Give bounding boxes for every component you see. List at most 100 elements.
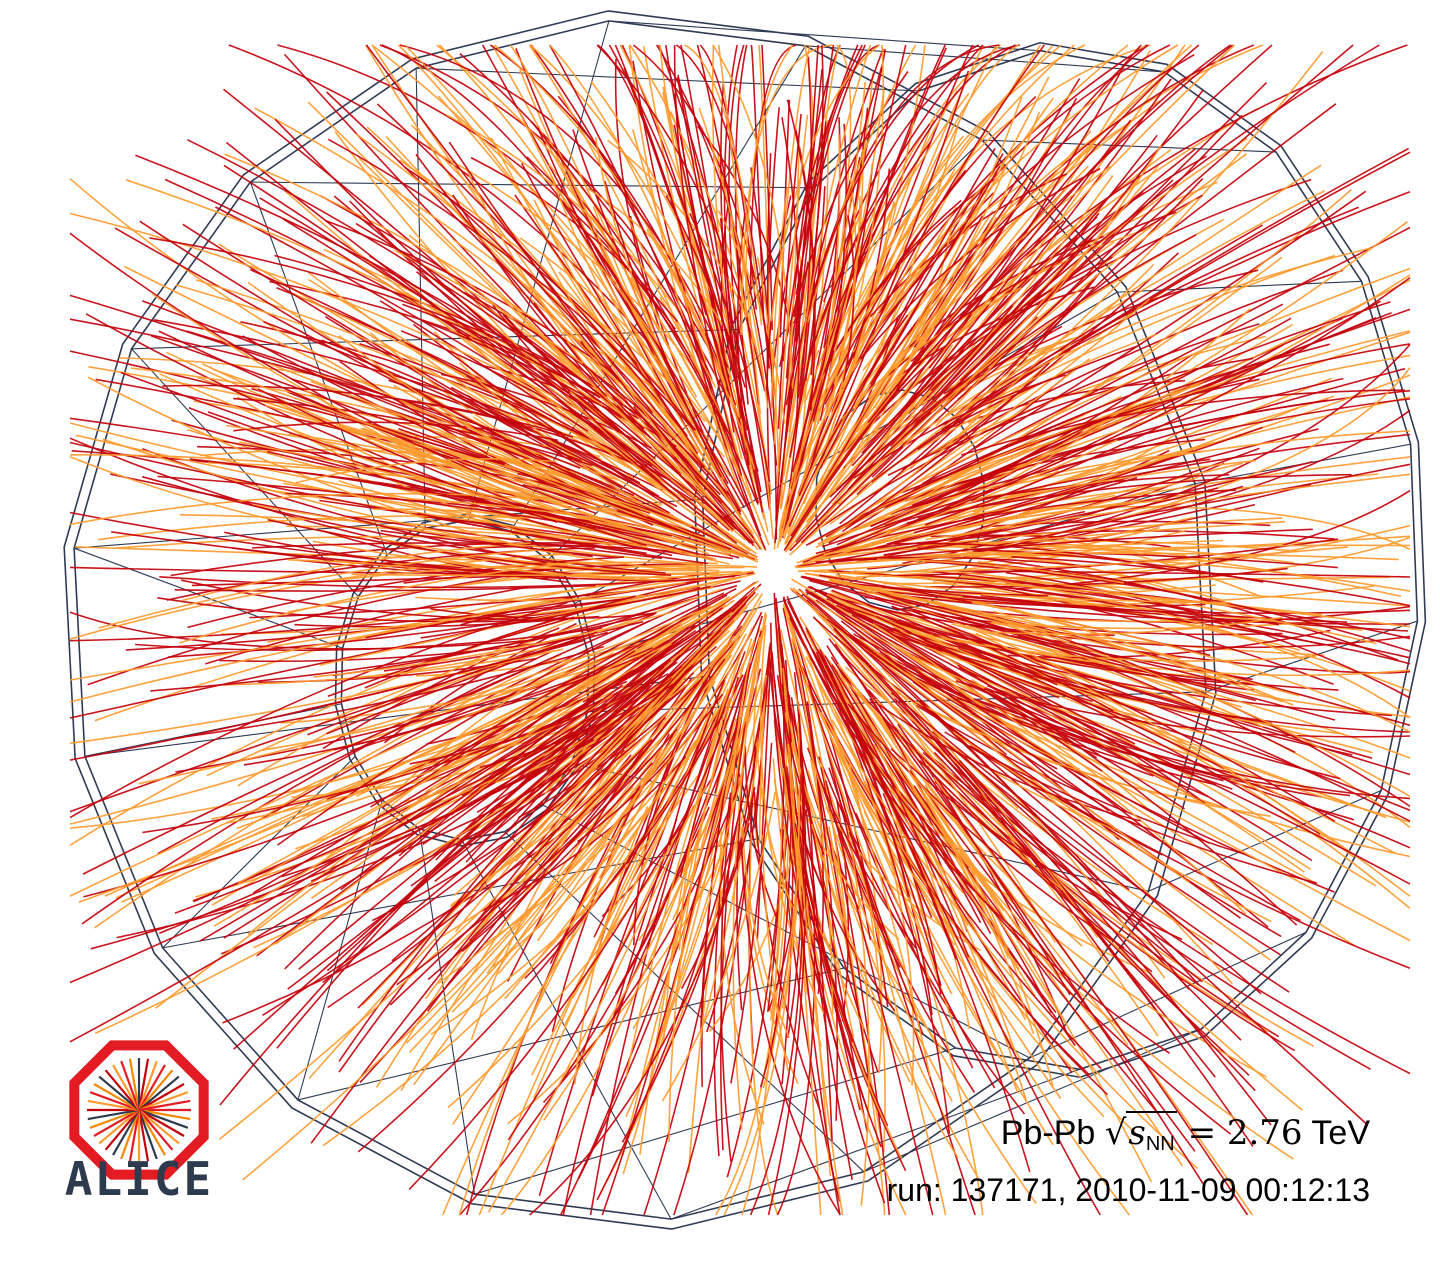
particle-track xyxy=(828,638,1071,996)
logo-ray xyxy=(137,1060,158,1111)
particle-track xyxy=(941,151,1411,431)
particle-track xyxy=(784,605,953,995)
particle-track xyxy=(684,44,763,326)
particle-track xyxy=(175,683,548,773)
particle-track xyxy=(625,697,731,1077)
particle-track xyxy=(69,492,547,526)
particle-track xyxy=(381,594,728,809)
particle-track xyxy=(734,646,771,866)
particle-track xyxy=(776,674,825,856)
particle-track xyxy=(730,742,773,1084)
logo-ray xyxy=(138,1099,191,1112)
particle-track xyxy=(744,44,794,319)
particle-track xyxy=(446,114,684,317)
particle-track xyxy=(953,661,1312,870)
particle-track xyxy=(69,232,544,502)
particle-track xyxy=(814,589,1103,772)
logo-ray xyxy=(138,1091,189,1112)
particle-track xyxy=(780,629,953,1102)
particle-track xyxy=(798,44,1045,497)
particle-track xyxy=(712,44,794,389)
particle-track xyxy=(900,179,1174,440)
particle-track xyxy=(351,570,742,577)
particle-track xyxy=(1011,556,1411,607)
particle-track xyxy=(239,441,730,557)
particle-track xyxy=(852,585,1101,690)
particle-track xyxy=(307,271,728,548)
particle-track xyxy=(787,380,914,551)
particle-track xyxy=(526,156,691,358)
particle-track xyxy=(723,783,801,1216)
particle-track xyxy=(546,624,696,773)
particle-track xyxy=(665,195,746,388)
particle-track xyxy=(828,528,1313,564)
particle-track xyxy=(823,496,1194,556)
particle-track xyxy=(437,705,712,985)
particle-track xyxy=(379,300,589,432)
particle-track xyxy=(883,615,1255,692)
particle-track xyxy=(897,723,1068,1034)
logo-ray xyxy=(138,1069,174,1111)
particle-track xyxy=(797,661,839,1121)
particle-track xyxy=(831,719,1199,1170)
particle-track xyxy=(371,44,745,482)
particle-track xyxy=(389,754,637,1006)
particle-track xyxy=(668,679,726,846)
particle-track xyxy=(824,655,970,958)
particle-track xyxy=(242,773,649,1181)
logo-ray xyxy=(89,1108,140,1129)
particle-track xyxy=(876,558,1125,584)
collision-energy-caption: Pb-Pb √sNN = 2.76 TeV xyxy=(1001,1111,1370,1156)
barrel-edge xyxy=(74,498,703,549)
particle-track xyxy=(69,294,635,497)
particle-track xyxy=(380,529,618,559)
particle-track xyxy=(855,256,1113,441)
particle-tracks xyxy=(69,44,1411,1216)
particle-track xyxy=(719,830,765,1125)
sector-spoke xyxy=(461,839,672,1220)
particle-track xyxy=(877,591,1411,625)
particle-track xyxy=(586,187,724,325)
particle-track xyxy=(69,723,595,1043)
particle-track xyxy=(69,422,547,526)
particle-track xyxy=(851,584,1181,660)
particle-track xyxy=(841,362,1050,533)
particle-track xyxy=(767,701,807,1216)
particle-track xyxy=(589,696,726,1216)
particle-track xyxy=(827,70,970,443)
particle-track xyxy=(277,620,650,846)
particle-track xyxy=(582,363,755,539)
particle-track xyxy=(404,166,697,431)
particle-track xyxy=(879,820,915,1086)
particle-track xyxy=(182,223,600,475)
barrel-edge xyxy=(1117,280,1362,293)
particle-track xyxy=(855,628,1233,985)
particle-track xyxy=(969,745,1318,884)
particle-track xyxy=(790,219,1065,537)
logo-ray xyxy=(120,1060,141,1111)
particle-track xyxy=(689,212,771,483)
particle-track xyxy=(717,44,762,415)
particle-track xyxy=(563,626,754,1027)
particle-track xyxy=(852,135,964,314)
particle-track xyxy=(139,220,641,511)
particle-track xyxy=(896,247,1371,448)
particle-track xyxy=(461,762,654,953)
particle-track xyxy=(452,194,607,398)
particle-track xyxy=(226,424,593,501)
particle-track xyxy=(452,633,747,1125)
particle-track xyxy=(991,430,1411,490)
particle-track xyxy=(162,384,574,438)
particle-track xyxy=(205,586,529,665)
particle-track xyxy=(440,373,652,450)
particle-track xyxy=(465,167,618,406)
particle-track xyxy=(831,44,974,413)
particle-track xyxy=(138,605,712,785)
particle-track xyxy=(854,779,1105,1118)
particle-track xyxy=(157,613,655,855)
particle-track xyxy=(543,253,711,499)
particle-track xyxy=(890,633,1411,733)
logo-ray xyxy=(138,1108,189,1129)
particle-track xyxy=(736,753,746,1011)
